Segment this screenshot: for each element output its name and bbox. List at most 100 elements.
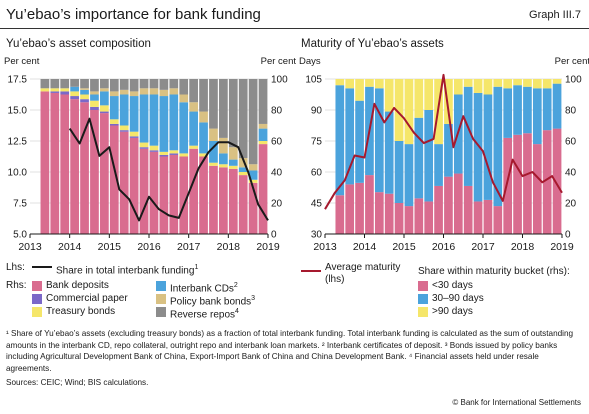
- bar-segment: [70, 96, 79, 100]
- x-tick-label: 2015: [98, 241, 122, 253]
- bar-segment: [374, 79, 384, 89]
- bar-segment: [463, 185, 473, 234]
- legend-item-label: Commercial paper: [46, 293, 128, 304]
- bar-segment: [532, 88, 542, 145]
- bar-segment: [434, 185, 443, 234]
- legend-swatch: [156, 307, 166, 317]
- bar-segment: [109, 125, 119, 234]
- charts-canvas: 17.5 100 15.0 80 12.5 60 10.0 40 7.5 20 5.0 0 Per ce…: [4, 56, 589, 253]
- x-tick-label: 2018: [217, 241, 241, 253]
- bar-segment: [513, 79, 522, 86]
- x-tick-label: 2019: [550, 241, 574, 253]
- legend-item-label: Bank deposits: [46, 280, 109, 291]
- bar-segment: [238, 158, 248, 168]
- bar-segment: [80, 89, 89, 95]
- x-tick-label: 2014: [353, 241, 377, 253]
- bar-segment: [414, 117, 424, 199]
- bar-segment: [483, 94, 493, 200]
- bar-segment: [434, 144, 443, 186]
- bar-segment: [100, 105, 109, 112]
- bar-segment: [209, 165, 218, 234]
- bar-segment: [139, 148, 149, 234]
- bar-segment: [463, 86, 473, 186]
- bar-segment: [228, 79, 238, 148]
- bar-segment: [129, 137, 139, 234]
- bar-segment: [179, 94, 189, 103]
- graph-number: Graph III.7: [529, 9, 581, 21]
- bar-segment: [169, 88, 179, 95]
- bar-segment: [444, 176, 453, 234]
- y-right-tick-label: 20: [271, 199, 283, 210]
- bar-segment: [228, 159, 238, 166]
- bar-segment: [169, 154, 179, 234]
- bar-segment: [179, 156, 189, 234]
- bar-segment: [109, 123, 119, 126]
- y-left-tick-label: 30: [311, 230, 323, 241]
- bar-segment: [100, 91, 109, 106]
- bar-segment: [100, 111, 109, 114]
- bar-segment: [404, 79, 414, 145]
- bar-segment: [404, 206, 414, 234]
- bar-segment: [60, 79, 70, 89]
- bar-segment: [50, 91, 60, 93]
- bar-segment: [248, 182, 258, 234]
- legend-bucket-title: Share within maturity bucket (rhs):: [418, 266, 570, 277]
- y-right-tick-label: 40: [565, 168, 577, 179]
- bar-segment: [169, 94, 179, 151]
- bar-segment: [394, 141, 404, 203]
- bar-segment: [189, 145, 198, 149]
- bar-segment: [70, 79, 79, 87]
- bar-segment: [149, 151, 159, 234]
- bar-segment: [238, 175, 248, 234]
- bar-segment: [493, 206, 503, 234]
- bar-segment: [238, 167, 248, 172]
- bar-segment: [119, 131, 129, 234]
- page-title: Yu’ebao’s importance for bank funding: [6, 6, 261, 23]
- bar-segment: [60, 88, 70, 92]
- legend-swatch: [418, 307, 428, 317]
- header: Yu’ebao’s importance for bank funding Gr…: [0, 0, 589, 30]
- left-panel-title: Yu’ebao’s asset composition: [6, 38, 151, 50]
- bar-segment: [60, 91, 70, 95]
- bar-segment: [513, 85, 522, 135]
- bar-segment: [493, 86, 503, 207]
- bar-segment: [50, 79, 60, 89]
- legend-line-label: Share in total interbank funding: [56, 265, 195, 277]
- footnotes: ¹ Share of Yu’ebao’s assets (excluding t…: [6, 328, 584, 389]
- x-tick-label: 2013: [313, 241, 337, 253]
- bar-segment: [129, 136, 139, 138]
- left-axis-unit: Per cent: [4, 56, 40, 67]
- bar-segment: [258, 144, 268, 234]
- bar-segment: [365, 79, 374, 87]
- bar-segment: [40, 91, 50, 235]
- bar-segment: [384, 111, 394, 194]
- legend-item-label: Policy bank bonds3: [170, 295, 256, 308]
- y-left-tick-label: 10.0: [8, 168, 28, 179]
- bar-segment: [70, 91, 79, 97]
- bar-segment: [119, 89, 129, 95]
- bar-segment: [159, 79, 169, 90]
- bar-segment: [90, 91, 99, 95]
- bar-segment: [109, 119, 119, 124]
- legend-line-item: Share in total interbank funding1: [56, 262, 198, 277]
- bar-segment: [189, 148, 198, 234]
- bar-segment: [139, 88, 149, 95]
- bar-segment: [384, 193, 394, 234]
- bar-segment: [345, 79, 355, 89]
- bar-segment: [552, 128, 562, 234]
- legend-lhs-prefix: Lhs:: [6, 262, 25, 273]
- bar-segment: [169, 150, 179, 154]
- bar-segment: [179, 102, 189, 154]
- bar-segment: [404, 144, 414, 207]
- bar-segment: [258, 123, 268, 129]
- bar-segment: [374, 88, 384, 193]
- y-left-tick-label: 90: [311, 106, 323, 117]
- bar-segment: [523, 79, 532, 87]
- bar-segment: [90, 110, 99, 234]
- bar-segment: [414, 198, 424, 234]
- x-tick-label: 2013: [18, 241, 42, 253]
- bar-segment: [100, 113, 109, 234]
- bar-segment: [100, 79, 109, 89]
- bar-segment: [483, 79, 493, 95]
- y-right-tick-label: 60: [565, 137, 577, 148]
